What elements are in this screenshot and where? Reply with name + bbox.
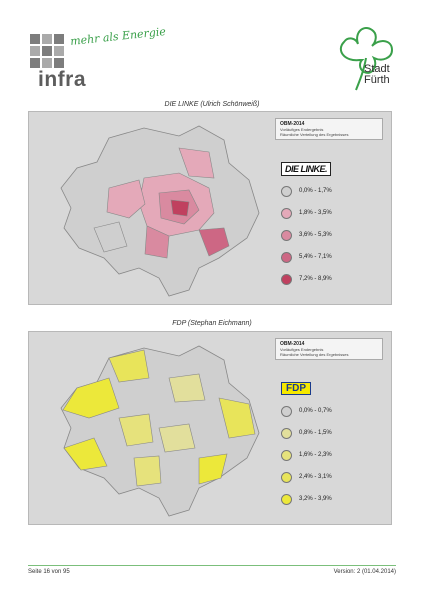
infra-name: infra: [38, 68, 87, 91]
page-number: Seite 16 von 95: [28, 569, 70, 575]
party-logo-fdp: FDP: [281, 382, 311, 395]
legend-note: Räumliche Verteilung des Ergebnisses: [280, 132, 349, 137]
legend-swatch: [281, 450, 292, 461]
legend-item: 3,6% - 5,3%: [281, 230, 381, 244]
legend-item: 5,4% - 7,1%: [281, 252, 381, 266]
footer-divider: [28, 565, 396, 566]
infra-grid-icon: [30, 34, 64, 68]
legend-swatch: [281, 472, 292, 483]
legend-swatch: [281, 230, 292, 241]
map-caption-linke: DIE LINKE (Ulrich Schönweiß): [164, 101, 260, 108]
cloverleaf-icon: [339, 26, 394, 91]
legend-swatch: [281, 186, 292, 197]
map-panel-fdp: OBM-2014 Vorläufiges Endergebnis Räumlic…: [28, 331, 392, 525]
legend-item: 0,0% - 0,7%: [281, 406, 381, 420]
infra-logo: mehr als Energie infra: [30, 25, 166, 94]
district-map-linke: [60, 125, 260, 297]
legend-subtitle: Vorläufiges Endergebnis: [280, 127, 324, 132]
legend-swatch: [281, 274, 292, 285]
legend-item: 2,4% - 3,1%: [281, 472, 381, 486]
party-logo-linke: DIE LINKE.: [281, 162, 332, 176]
legend-item: 3,2% - 3,9%: [281, 494, 381, 508]
legend-note: Räumliche Verteilung des Ergebnisses: [280, 352, 349, 357]
legend-item: 1,6% - 2,3%: [281, 450, 381, 464]
legend-swatch: [281, 494, 292, 505]
document-version: Version: 2 (01.04.2014): [333, 569, 396, 575]
stadt-fuerth-logo: Stadt Fürth: [334, 24, 406, 94]
infra-slogan: mehr als Energie: [69, 25, 167, 48]
legend-title: OBM-2014: [280, 121, 305, 127]
legend-item: 1,8% - 3,5%: [281, 208, 381, 222]
legend-header: OBM-2014 Vorläufiges Endergebnis Räumlic…: [275, 338, 383, 360]
legend-swatch: [281, 252, 292, 263]
legend-item: 0,0% - 1,7%: [281, 186, 381, 200]
legend-swatch: [281, 208, 292, 219]
legend-swatch: [281, 428, 292, 439]
district-map-fdp: [60, 345, 260, 517]
legend-item: 7,2% - 8,9%: [281, 274, 381, 288]
city-line-1: Stadt: [364, 63, 390, 75]
legend-subtitle: Vorläufiges Endergebnis: [280, 347, 324, 352]
legend-item: 0,8% - 1,5%: [281, 428, 381, 442]
map-caption-fdp: FDP (Stephan Eichmann): [172, 320, 252, 327]
city-line-2: Fürth: [364, 74, 390, 86]
legend-title: OBM-2014: [280, 341, 305, 347]
map-panel-linke: OBM-2014 Vorläufiges Endergebnis Räumlic…: [28, 111, 392, 305]
legend-swatch: [281, 406, 292, 417]
legend-header: OBM-2014 Vorläufiges Endergebnis Räumlic…: [275, 118, 383, 140]
